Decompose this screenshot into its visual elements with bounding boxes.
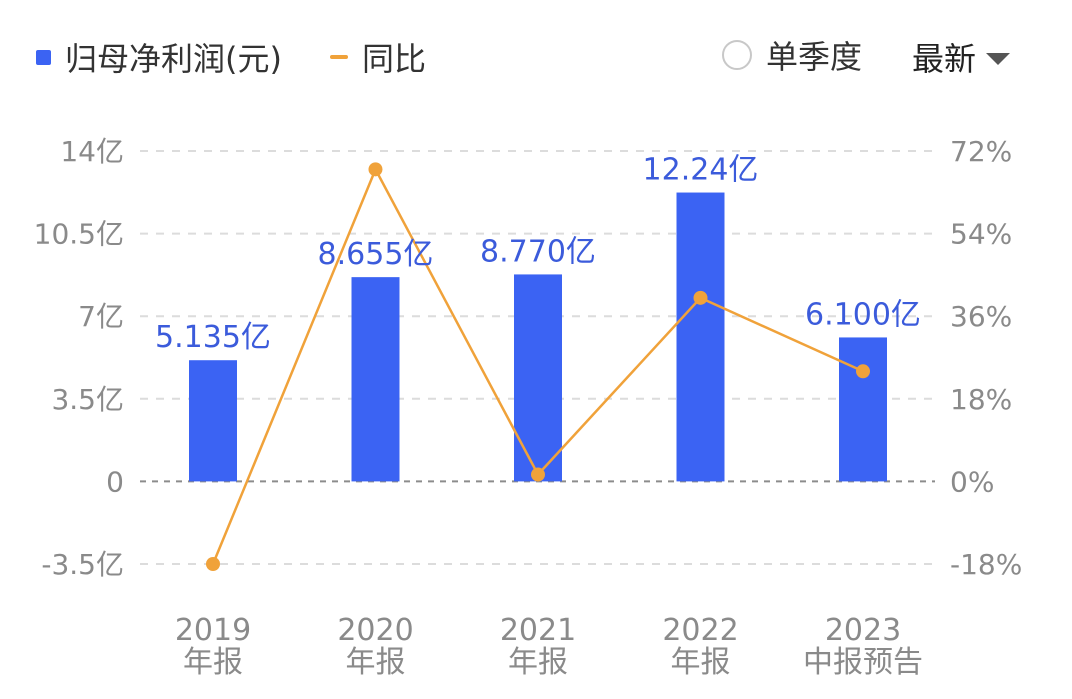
chart-header: 归母净利润(元) 同比 单季度 最新 [0, 0, 1072, 110]
x-tick-label-year: 2023 [825, 613, 901, 648]
bar-data-label: 6.100亿 [805, 297, 921, 332]
latest-label: 最新 [912, 40, 977, 78]
single-quarter-toggle[interactable]: 单季度 [722, 32, 862, 78]
line-point [856, 364, 870, 379]
right-tick-label: 0% [950, 465, 994, 498]
left-tick-label: 14亿 [60, 135, 124, 168]
x-tick-label-period: 年报 [183, 645, 243, 680]
x-tick-label-period: 年报 [346, 645, 406, 680]
x-tick-label-period: 年报 [508, 645, 568, 680]
single-quarter-label: 单季度 [766, 38, 863, 76]
left-tick-label: -3.5亿 [41, 548, 124, 581]
bar-data-label: 5.135亿 [155, 320, 271, 355]
bar-data-label: 8.770亿 [480, 234, 596, 269]
right-tick-label: 72% [950, 135, 1012, 168]
x-tick-label-year: 2022 [662, 613, 738, 648]
right-tick-label: -18% [950, 548, 1022, 581]
left-tick-label: 0 [106, 465, 124, 498]
right-tick-label: 36% [950, 300, 1012, 333]
bar [189, 360, 237, 482]
bar-data-label: 8.655亿 [318, 237, 434, 272]
bar [839, 337, 887, 482]
left-tick-label: 7亿 [78, 300, 124, 333]
x-tick-label-period: 年报 [671, 645, 731, 680]
line-point [206, 557, 220, 571]
bar [514, 274, 562, 482]
left-tick-label: 3.5亿 [51, 383, 124, 416]
caret-down-icon [986, 53, 1011, 65]
bar-data-label: 12.24亿 [643, 153, 759, 188]
line-point [531, 467, 545, 482]
legend-bar-swatch [36, 49, 51, 65]
bar [351, 277, 400, 482]
legend-line-item[interactable]: 同比 [330, 34, 426, 80]
x-tick-label-period: 中报预告 [803, 645, 923, 680]
x-tick-label-year: 2019 [175, 613, 251, 648]
right-tick-label: 18% [950, 383, 1012, 416]
left-tick-label: 10.5亿 [34, 218, 124, 251]
x-tick-label-year: 2020 [337, 613, 413, 648]
latest-dropdown[interactable]: 最新 [912, 34, 1011, 80]
line-point [368, 162, 383, 177]
line-point [693, 290, 708, 305]
radio-unchecked-icon[interactable] [722, 40, 752, 70]
x-tick-label-year: 2021 [500, 613, 576, 648]
legend-bar-item[interactable]: 归母净利润(元) [36, 34, 282, 80]
legend-line-label: 同比 [362, 40, 427, 78]
right-tick-label: 54% [950, 218, 1012, 251]
legend-line-swatch [330, 55, 348, 59]
legend-bar-label: 归母净利润(元) [65, 40, 282, 78]
bar [676, 192, 725, 482]
